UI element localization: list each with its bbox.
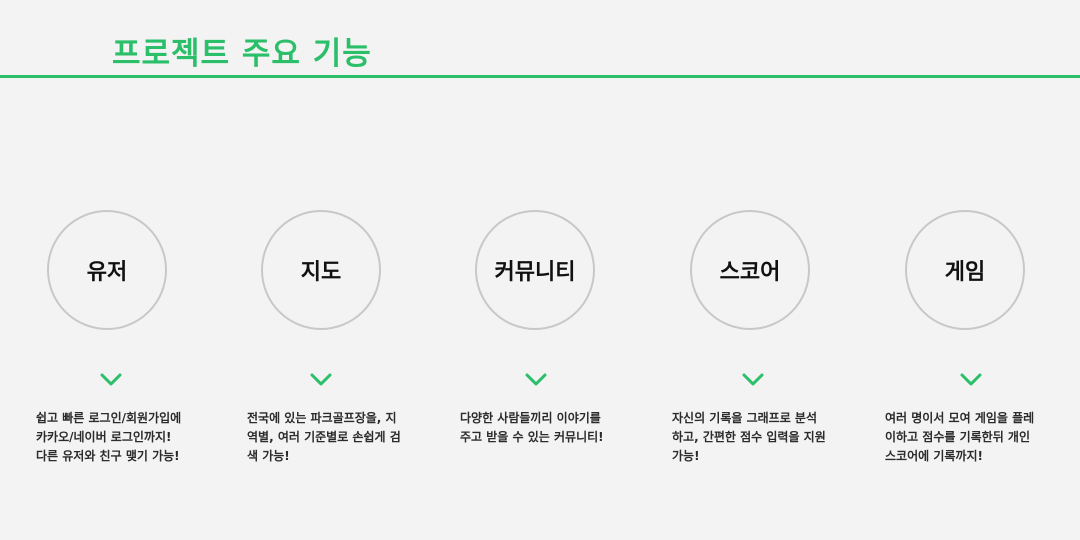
description-line: 전국에 있는 파크골프장을, 지 — [247, 411, 397, 425]
feature-circle: 게임 — [905, 210, 1025, 330]
chevron-down-icon — [99, 372, 123, 388]
feature-description: 자신의 기록을 그래프로 분석 하고, 간편한 점수 입력을 지원 가능! — [672, 409, 852, 466]
feature-title: 게임 — [944, 260, 986, 285]
feature-description: 쉽고 빠른 로그인/회원가입에 카카오/네이버 로그인까지! 다른 유저와 친구… — [36, 409, 216, 466]
description-line: 자신의 기록을 그래프로 분석 — [672, 411, 818, 425]
feature-circle: 스코어 — [690, 210, 810, 330]
description-line: 하고, 간편한 점수 입력을 지원 — [672, 430, 826, 444]
chevron-down-icon — [959, 372, 983, 388]
feature-description: 여러 명이서 모여 게임을 플레 이하고 점수를 기록한뒤 개인 스코어에 기록… — [885, 409, 1065, 466]
description-line: 스코어에 기록까지! — [885, 449, 983, 463]
description-line: 역별, 여러 기준별로 손쉽게 검 — [247, 430, 401, 444]
description-line: 이하고 점수를 기록한뒤 개인 — [885, 430, 1031, 444]
feature-circle: 지도 — [261, 210, 381, 330]
feature-title: 스코어 — [719, 260, 781, 285]
title-underline — [0, 75, 1080, 78]
feature-circle: 유저 — [47, 210, 167, 330]
description-line: 다른 유저와 친구 맺기 가능! — [36, 449, 180, 463]
description-line: 색 가능! — [247, 449, 290, 463]
chevron-down-icon — [309, 372, 333, 388]
feature-title: 지도 — [300, 260, 342, 285]
chevron-down-icon — [741, 372, 765, 388]
chevron-down-icon — [524, 372, 548, 388]
feature-description: 전국에 있는 파크골프장을, 지 역별, 여러 기준별로 손쉽게 검 색 가능! — [247, 409, 427, 466]
description-line: 여러 명이서 모여 게임을 플레 — [885, 411, 1035, 425]
description-line: 쉽고 빠른 로그인/회원가입에 — [36, 411, 182, 425]
description-line: 가능! — [672, 449, 700, 463]
feature-title: 유저 — [86, 260, 128, 285]
description-line: 주고 받을 수 있는 커뮤니티! — [460, 430, 604, 444]
feature-circle: 커뮤니티 — [475, 210, 595, 330]
feature-description: 다양한 사람들끼리 이야기를 주고 받을 수 있는 커뮤니티! — [460, 409, 640, 447]
feature-title: 커뮤니티 — [494, 260, 576, 285]
description-line: 다양한 사람들끼리 이야기를 — [460, 411, 601, 425]
page-title: 프로젝트 주요 기능 — [112, 36, 372, 72]
description-line: 카카오/네이버 로그인까지! — [36, 430, 172, 444]
